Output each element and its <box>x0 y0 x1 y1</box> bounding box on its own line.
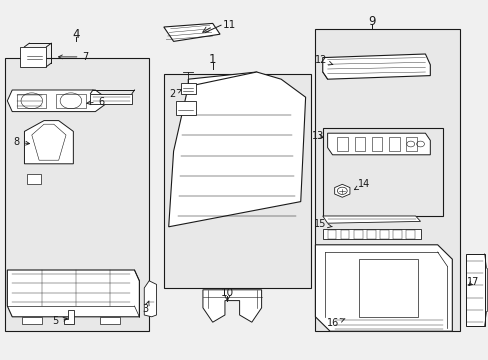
Polygon shape <box>322 229 420 239</box>
Text: 2: 2 <box>169 89 181 99</box>
Polygon shape <box>7 90 110 112</box>
Text: 7: 7 <box>59 52 88 62</box>
Text: 5: 5 <box>52 316 67 326</box>
Bar <box>163 74 310 288</box>
Polygon shape <box>327 133 429 155</box>
Text: 14: 14 <box>354 179 370 190</box>
Text: 1: 1 <box>208 53 216 66</box>
Bar <box>366 230 375 239</box>
Text: 3: 3 <box>142 301 149 314</box>
Bar <box>359 259 417 317</box>
Text: 13: 13 <box>311 131 324 141</box>
Text: 8: 8 <box>13 137 29 147</box>
Bar <box>353 230 362 239</box>
Polygon shape <box>100 317 120 324</box>
Bar <box>27 174 41 184</box>
Bar <box>379 230 388 239</box>
Polygon shape <box>315 245 451 331</box>
Polygon shape <box>63 310 74 324</box>
Bar <box>176 101 195 115</box>
Polygon shape <box>22 317 41 324</box>
Text: 15: 15 <box>313 219 331 229</box>
Bar <box>405 137 416 151</box>
Text: 17: 17 <box>466 276 479 287</box>
Bar <box>337 137 347 151</box>
Text: 16: 16 <box>326 318 345 328</box>
Bar <box>354 137 365 151</box>
Text: 12: 12 <box>314 55 332 66</box>
Polygon shape <box>7 270 139 317</box>
Text: 9: 9 <box>367 15 375 28</box>
Bar <box>340 230 349 239</box>
Polygon shape <box>322 216 420 223</box>
Bar <box>392 230 401 239</box>
Polygon shape <box>322 54 429 79</box>
Bar <box>327 230 336 239</box>
Polygon shape <box>188 72 281 173</box>
Bar <box>322 128 442 216</box>
Bar <box>371 137 382 151</box>
Text: 11: 11 <box>223 20 236 30</box>
Bar <box>181 83 195 94</box>
Polygon shape <box>203 290 261 322</box>
Bar <box>405 230 414 239</box>
Polygon shape <box>465 254 484 326</box>
Polygon shape <box>90 94 132 104</box>
Bar <box>315 29 459 331</box>
Polygon shape <box>163 23 220 41</box>
Polygon shape <box>334 184 349 197</box>
Bar <box>388 137 399 151</box>
Polygon shape <box>24 121 73 164</box>
Polygon shape <box>20 47 46 67</box>
Text: 4: 4 <box>72 28 80 41</box>
Polygon shape <box>168 72 305 227</box>
Text: 6: 6 <box>87 96 104 107</box>
Text: 10: 10 <box>221 288 233 298</box>
Polygon shape <box>144 281 156 317</box>
Bar <box>5 58 149 331</box>
